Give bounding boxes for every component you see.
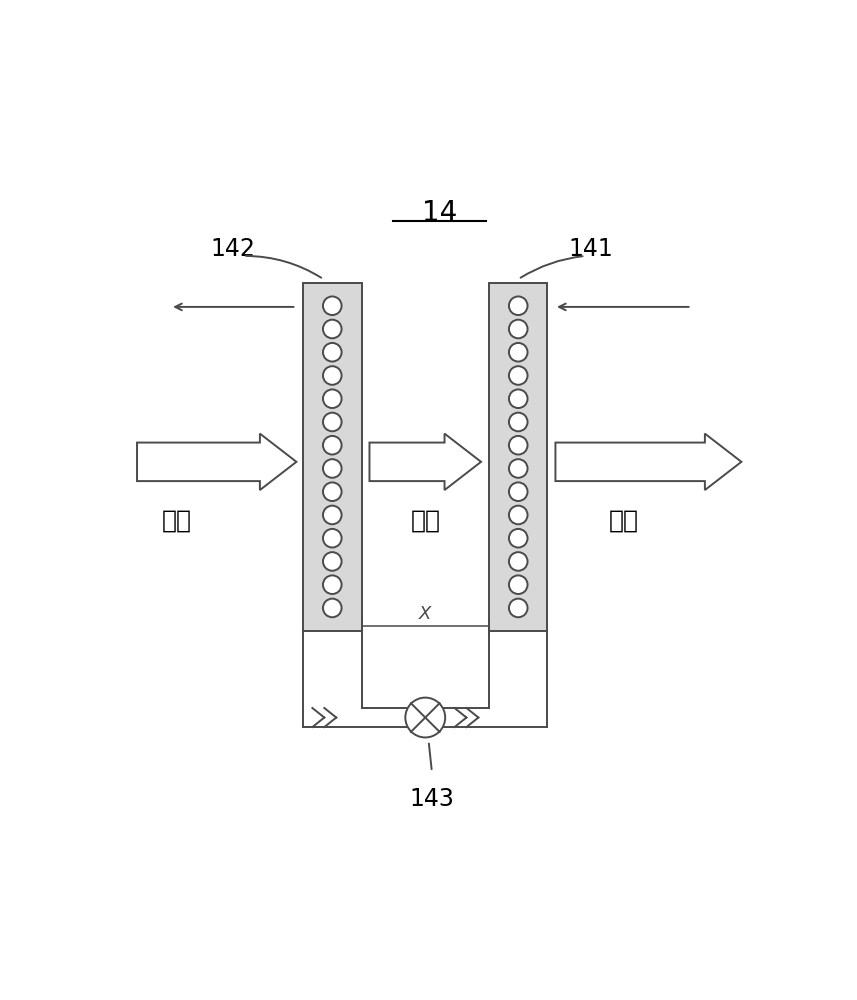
Text: 出风: 出风 [608,508,638,532]
Circle shape [509,482,528,501]
Circle shape [323,599,342,617]
Circle shape [323,506,342,524]
Circle shape [509,599,528,617]
Circle shape [323,529,342,548]
Circle shape [509,320,528,338]
Circle shape [509,552,528,571]
Circle shape [323,343,342,362]
Circle shape [323,296,342,315]
Bar [303,283,362,631]
Text: 142: 142 [210,237,255,261]
FancyArrow shape [137,434,297,490]
Circle shape [323,552,342,571]
Circle shape [323,413,342,431]
Circle shape [323,459,342,478]
Circle shape [509,366,528,385]
Circle shape [509,529,528,548]
Circle shape [323,482,342,501]
Circle shape [509,296,528,315]
Circle shape [509,436,528,455]
FancyArrow shape [555,434,741,490]
Circle shape [509,575,528,594]
Circle shape [323,575,342,594]
Text: X: X [419,605,431,623]
Circle shape [509,506,528,524]
Circle shape [405,698,445,737]
Circle shape [323,366,342,385]
Circle shape [323,389,342,408]
Text: 凉风: 凉风 [411,508,440,532]
Circle shape [323,436,342,455]
Text: 143: 143 [410,787,454,811]
Circle shape [509,389,528,408]
Circle shape [509,413,528,431]
Circle shape [509,343,528,362]
Text: 进风: 进风 [162,508,192,532]
Text: 14: 14 [422,199,457,227]
Text: 141: 141 [569,237,614,261]
Bar [489,283,548,631]
FancyArrow shape [369,434,481,490]
Circle shape [509,459,528,478]
Circle shape [323,320,342,338]
